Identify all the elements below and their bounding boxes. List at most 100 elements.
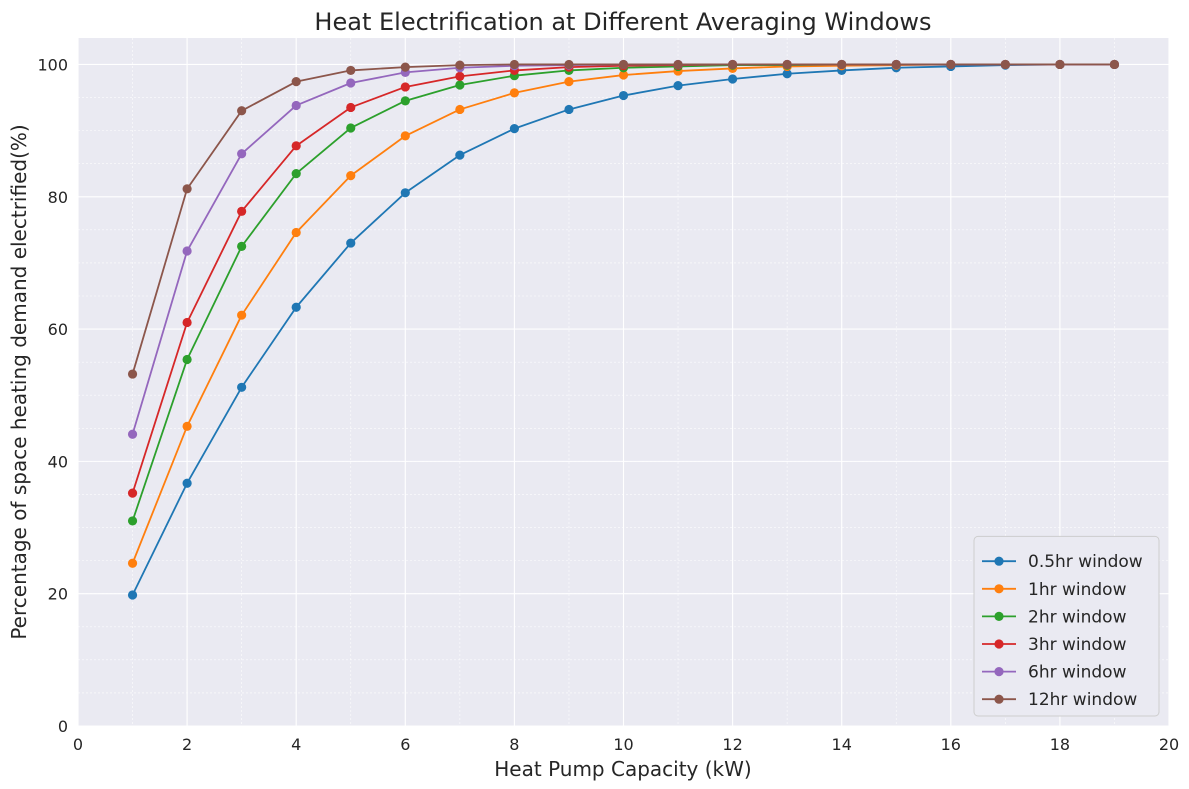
data-point xyxy=(455,60,465,70)
data-point xyxy=(455,80,465,90)
data-point xyxy=(182,317,192,328)
chart-title: Heat Electrification at Different Averag… xyxy=(314,8,931,36)
data-point xyxy=(509,59,519,70)
y-tick-label: 60 xyxy=(48,320,68,339)
data-point xyxy=(673,59,683,70)
data-point xyxy=(182,421,192,431)
legend-item: 0.5hr window xyxy=(982,552,1143,572)
data-point xyxy=(728,59,738,70)
legend-label: 2hr window xyxy=(1028,607,1127,627)
y-axis-ticks: 0 20 40 60 80 100 xyxy=(37,55,68,736)
legend-swatch-marker xyxy=(994,667,1004,677)
data-point xyxy=(237,382,247,392)
legend-label: 12hr window xyxy=(1028,690,1137,710)
data-point xyxy=(1055,59,1065,70)
y-tick-label: 100 xyxy=(37,55,68,74)
data-point xyxy=(237,206,247,216)
data-point xyxy=(455,104,465,115)
legend-swatch-marker xyxy=(994,556,1004,566)
data-point xyxy=(346,238,356,248)
data-point xyxy=(291,169,301,179)
x-tick-label: 12 xyxy=(722,735,742,754)
legend-label: 6hr window xyxy=(1028,663,1127,683)
x-axis-title: Heat Pump Capacity (kW) xyxy=(494,757,751,781)
legend-label: 3hr window xyxy=(1028,635,1127,655)
legend-swatch-marker xyxy=(994,694,1004,704)
x-tick-label: 14 xyxy=(832,735,852,754)
legend-item: 6hr window xyxy=(982,663,1127,683)
series-12hr-window xyxy=(127,59,1120,379)
data-point xyxy=(618,90,629,101)
data-point xyxy=(237,241,247,251)
data-point xyxy=(837,59,847,70)
data-point xyxy=(564,104,574,115)
data-point xyxy=(400,82,410,92)
data-point xyxy=(291,100,301,111)
data-point xyxy=(891,59,901,70)
data-point xyxy=(509,124,519,134)
data-point xyxy=(127,369,138,379)
data-point xyxy=(237,310,247,320)
data-point xyxy=(400,131,410,141)
data-point xyxy=(346,171,356,181)
x-tick-label: 2 xyxy=(182,735,192,754)
data-point xyxy=(346,102,356,113)
legend-swatch-marker xyxy=(994,584,1004,594)
data-point xyxy=(509,88,519,98)
data-point xyxy=(127,429,138,439)
data-point xyxy=(1109,59,1120,70)
data-point xyxy=(127,590,138,600)
data-point xyxy=(400,62,410,72)
data-point xyxy=(400,188,410,198)
data-point xyxy=(291,302,301,312)
legend-swatch-marker xyxy=(994,611,1004,622)
legend-label: 1hr window xyxy=(1028,580,1127,600)
data-point xyxy=(127,488,138,498)
legend-box xyxy=(973,535,1160,717)
data-point xyxy=(346,78,356,88)
data-point xyxy=(182,478,192,488)
data-point xyxy=(127,558,138,568)
data-point xyxy=(182,354,192,365)
y-tick-label: 80 xyxy=(48,188,68,207)
data-point xyxy=(400,96,410,106)
data-point xyxy=(182,246,192,256)
data-point xyxy=(564,77,574,87)
data-point xyxy=(455,150,465,160)
data-point xyxy=(127,516,138,526)
data-point xyxy=(346,123,356,133)
x-tick-label: 10 xyxy=(613,735,633,754)
legend-item: 1hr window xyxy=(982,580,1127,600)
data-point xyxy=(946,59,956,70)
x-axis-ticks: 0 2 4 6 8 10 12 14 16 18 20 xyxy=(73,735,1179,754)
legend-item: 12hr window xyxy=(982,690,1137,710)
data-point xyxy=(564,59,574,70)
legend-item: 2hr window xyxy=(982,607,1127,627)
data-point xyxy=(455,71,465,81)
x-tick-label: 4 xyxy=(291,735,301,754)
y-tick-label: 20 xyxy=(48,585,68,604)
data-point xyxy=(728,74,738,84)
data-point xyxy=(291,227,301,238)
data-point xyxy=(237,149,247,159)
data-point xyxy=(782,69,792,79)
legend-label: 0.5hr window xyxy=(1028,552,1143,572)
data-point xyxy=(618,70,629,80)
data-point xyxy=(182,184,192,194)
y-tick-label: 0 xyxy=(58,717,68,736)
data-point xyxy=(346,65,356,76)
x-tick-label: 18 xyxy=(1050,735,1070,754)
y-axis-title: Percentage of space heating demand elect… xyxy=(7,124,31,639)
data-point xyxy=(237,106,247,116)
data-point xyxy=(782,59,792,70)
data-point xyxy=(291,141,301,151)
x-tick-label: 8 xyxy=(509,735,519,754)
legend: 0.5hr window 1hr window 2hr window 3hr wind… xyxy=(973,535,1160,717)
x-tick-label: 16 xyxy=(941,735,961,754)
x-tick-label: 0 xyxy=(73,735,83,754)
data-point xyxy=(291,77,301,87)
legend-item: 3hr window xyxy=(982,635,1127,655)
series-layer xyxy=(127,59,1120,600)
x-tick-label: 6 xyxy=(400,735,410,754)
